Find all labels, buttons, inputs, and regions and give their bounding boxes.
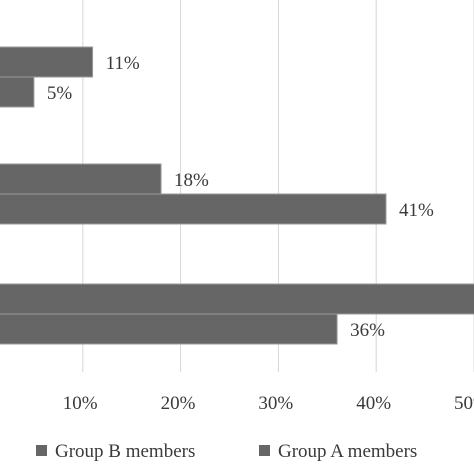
legend-item: Group B members xyxy=(36,441,195,462)
bar xyxy=(0,76,35,108)
legend-item: Group A members xyxy=(259,441,417,462)
x-tick-label: 20% xyxy=(161,393,196,414)
data-label: 18% xyxy=(174,170,209,191)
bars xyxy=(0,46,474,345)
bar xyxy=(0,163,162,195)
bar xyxy=(0,193,387,225)
data-label: 41% xyxy=(399,200,434,221)
data-label: 36% xyxy=(350,320,385,341)
x-tick-label: 10% xyxy=(63,393,98,414)
legend-swatch xyxy=(36,445,47,456)
data-labels: 11% 18% 5% 41% 36% xyxy=(47,53,434,341)
data-label: 5% xyxy=(47,83,73,104)
legend: Group B members Group A members xyxy=(36,441,417,462)
bar xyxy=(0,46,94,78)
x-tick-label: 50% xyxy=(454,393,474,414)
legend-label: Group B members xyxy=(55,441,195,462)
x-tick-label: 30% xyxy=(258,393,293,414)
bar xyxy=(0,283,474,315)
legend-swatch xyxy=(259,445,270,456)
x-tick-label: 40% xyxy=(356,393,391,414)
x-axis-ticks: 10% 20% 30% 40% 50% xyxy=(63,393,474,414)
bar xyxy=(0,313,338,345)
legend-label: Group A members xyxy=(278,441,417,462)
data-label: 11% xyxy=(106,53,140,74)
